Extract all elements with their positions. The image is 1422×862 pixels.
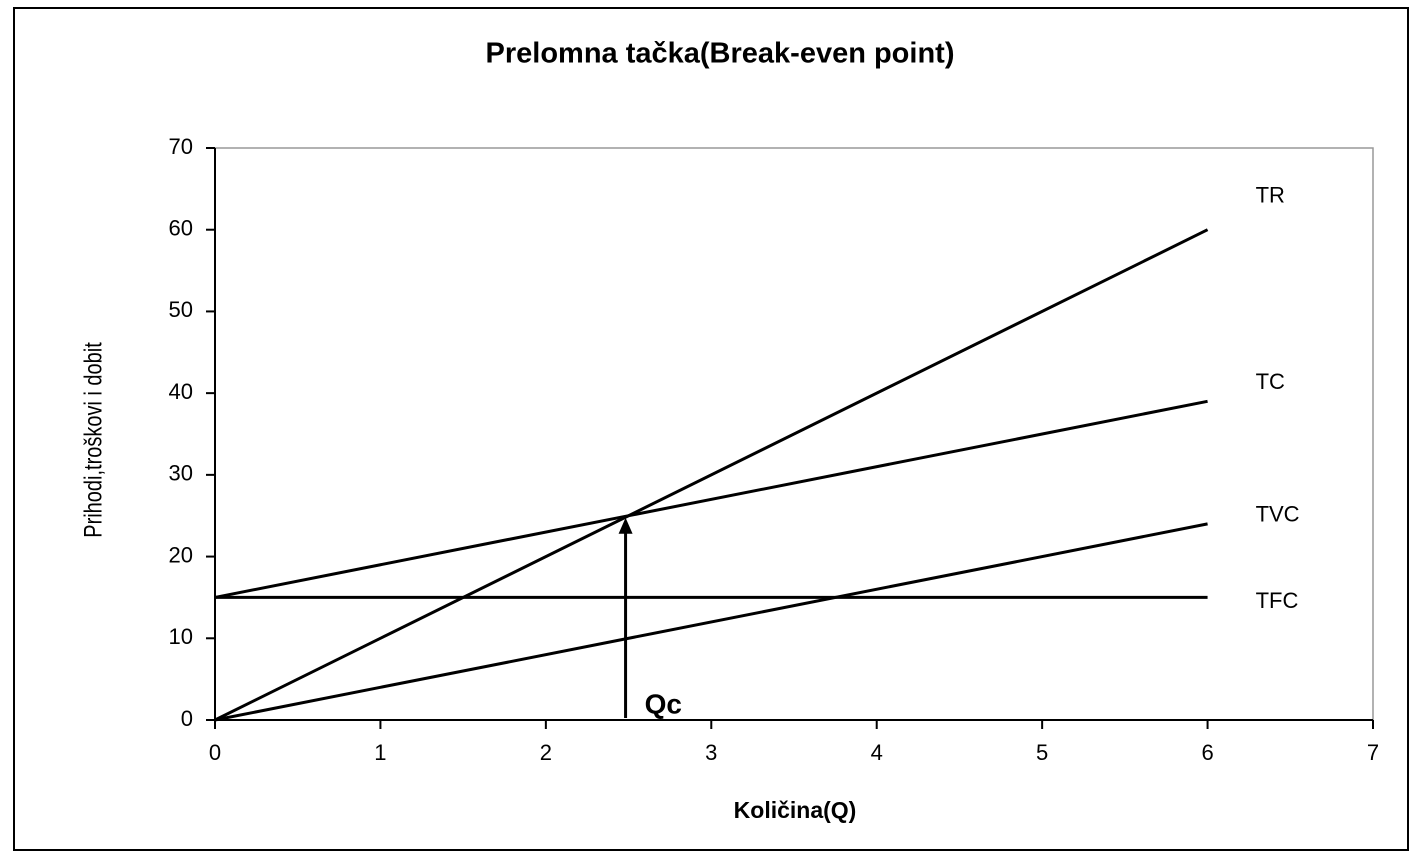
x-tick-label: 1 [374, 740, 386, 765]
series-label: TVC [1256, 502, 1300, 527]
y-tick-label: 20 [169, 542, 193, 567]
x-tick-label: 4 [871, 740, 883, 765]
x-tick-label: 2 [540, 740, 552, 765]
x-axis-label: Količina(Q) [734, 797, 857, 823]
x-tick-label: 5 [1036, 740, 1048, 765]
series-line [214, 228, 1209, 722]
series-line [214, 399, 1208, 599]
x-tick-label: 3 [705, 740, 717, 765]
series-line [214, 522, 1208, 722]
x-tick-label: 0 [209, 740, 221, 765]
y-tick-label: 10 [169, 624, 193, 649]
y-tick-label: 60 [169, 216, 193, 241]
annotation-arrowhead [618, 517, 633, 534]
series-label: TFC [1256, 588, 1299, 613]
annotation-label: Qc [645, 688, 682, 719]
x-tick-label: 6 [1201, 740, 1213, 765]
x-tick-label: 7 [1367, 740, 1379, 765]
y-tick-label: 0 [181, 706, 193, 731]
series-label: TR [1256, 183, 1285, 208]
y-tick-label: 40 [169, 379, 193, 404]
y-tick-label: 50 [169, 297, 193, 322]
y-axis-label: Prihodi,troškovi i dobit [80, 342, 108, 538]
chart-title: Prelomna tačka(Break-even point) [486, 38, 955, 70]
y-tick-label: 30 [169, 461, 193, 486]
series-label: TC [1256, 369, 1285, 394]
y-tick-label: 70 [169, 134, 193, 159]
